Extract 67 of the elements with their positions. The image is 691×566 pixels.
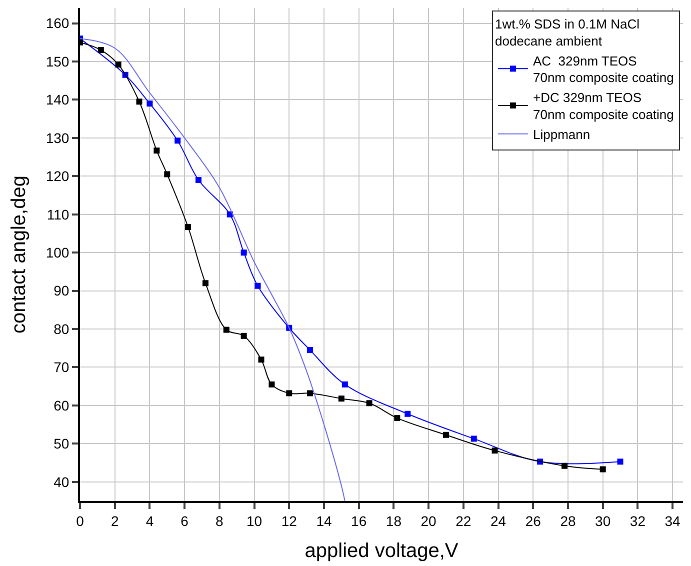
point [307,390,314,396]
x-tick-label: 14 [316,512,332,529]
point [196,176,202,183]
point [394,415,400,422]
point [617,458,624,465]
point [136,98,142,105]
point [154,148,160,154]
point [442,432,449,438]
x-tick-label: 34 [664,512,681,529]
x-tick-label: 30 [595,512,611,529]
y-tick-label: 100 [46,244,70,260]
point [492,448,498,454]
x-tick-label: 24 [490,512,506,529]
x-tick-label: 32 [630,512,646,529]
x-tick-label: 4 [146,512,154,529]
x-tick-label: 8 [216,512,224,529]
point [240,250,247,256]
x-tick-label: 0 [76,512,84,529]
point [338,396,344,402]
point [98,47,104,54]
x-tick-label: 12 [281,512,298,529]
x-tick-label: 28 [560,512,576,529]
y-tick-label: 110 [46,206,70,222]
point [268,381,275,388]
y-axis-title: contact angle,deg [8,176,30,334]
x-tick-label: 18 [386,512,402,529]
y-tick-label: 160 [46,15,70,32]
x-tick-label: 6 [180,512,189,529]
point [202,280,208,286]
point [366,400,372,406]
point [286,390,292,396]
y-tick-label: 140 [46,92,70,108]
x-tick-label: 10 [246,512,262,529]
y-tick-label: 130 [46,130,70,146]
point [115,62,122,68]
point [223,326,230,333]
point [561,462,568,469]
legend-label: AC 329nm TEOS 70nm composite coating [532,53,674,86]
point [404,410,411,417]
point [164,171,170,178]
y-tick-label: 50 [54,436,70,452]
y-tick-label: 150 [46,53,70,70]
x-tick-label: 22 [456,512,472,529]
x-tick-label: 20 [420,512,437,529]
legend-label: Lippmann [532,126,590,142]
point [470,436,477,442]
point [240,332,247,339]
point [600,466,606,472]
x-tick-label: 2 [110,512,119,529]
x-tick-label: 16 [351,512,367,529]
legend-title: 1wt.% SDS in 0.1M NaCl dodecane ambient [494,16,640,48]
point [342,381,348,388]
point [258,356,264,363]
legend-label: +DC 329nm TEOS 70nm composite coating [532,90,674,122]
point [174,138,181,144]
point [254,282,261,289]
y-tick-label: 70 [54,359,70,376]
x-tick-label: 26 [525,512,542,529]
point [146,100,153,107]
y-tick-label: 120 [46,168,70,184]
y-tick-label: 80 [54,320,70,337]
point [307,347,314,354]
point [185,224,192,230]
y-tick-label: 40 [54,474,70,490]
y-tick-label: 90 [54,282,70,299]
x-axis-title: applied voltage,V [304,540,459,562]
y-tick-label: 60 [54,397,70,414]
